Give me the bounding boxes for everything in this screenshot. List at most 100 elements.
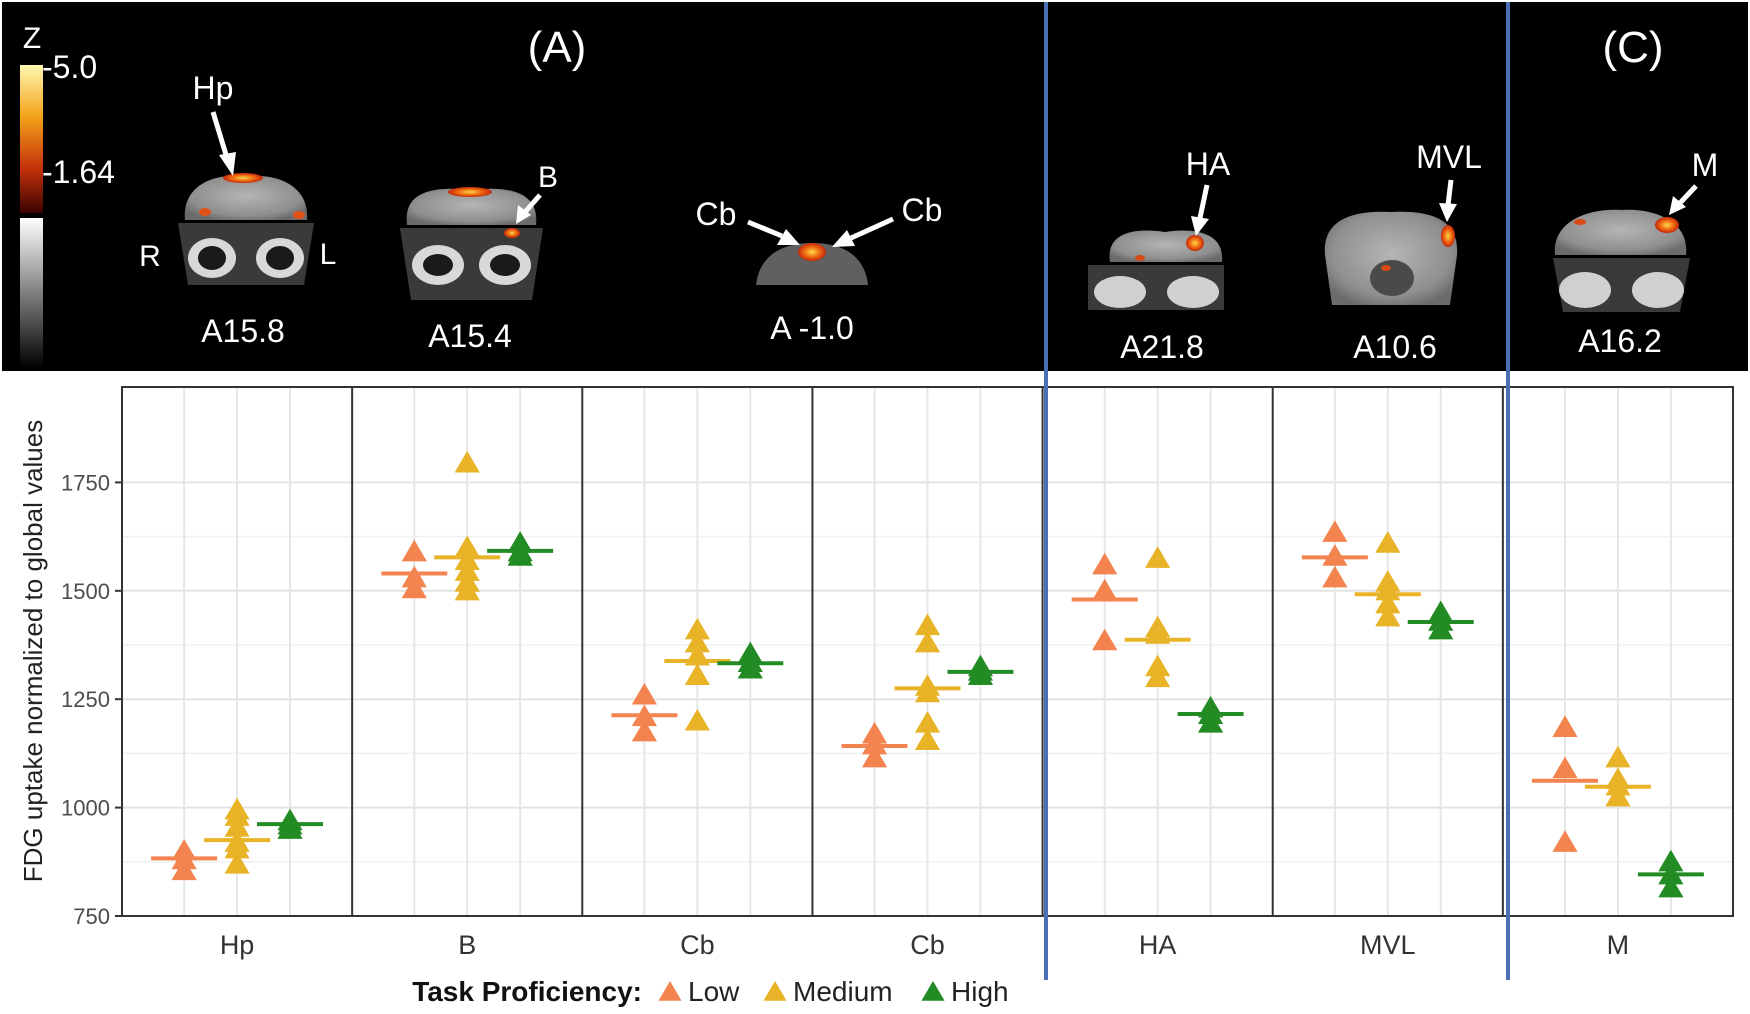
data-point-low <box>1092 552 1118 575</box>
legend-marker-high <box>921 981 945 1001</box>
arrow-line <box>1445 179 1454 206</box>
arrow-line <box>747 219 783 239</box>
activation-blob <box>1381 265 1391 271</box>
data-point-low <box>401 576 427 599</box>
brain-cortex <box>756 243 868 285</box>
annotation-label-cb: Cb <box>902 192 943 228</box>
data-point-medium <box>1605 773 1631 796</box>
data-point-low <box>1552 756 1578 779</box>
colorbar-max-label: -5.0 <box>42 49 97 85</box>
brain-orbit-inner <box>198 246 226 270</box>
data-point-medium <box>224 836 250 859</box>
data-point-medium <box>1375 604 1401 627</box>
colorbar-hot-scale <box>20 65 43 213</box>
brain-cortex <box>1324 211 1458 305</box>
colorbar: Z -5.0 -1.64 <box>20 22 115 368</box>
data-point-medium <box>224 815 250 837</box>
y-tick-label: 1750 <box>61 470 110 495</box>
x-tick-label: Cb <box>910 930 945 960</box>
brain-slice-a21-8 <box>1088 230 1224 310</box>
activation-blob <box>1186 235 1204 251</box>
data-point-medium <box>1145 654 1171 677</box>
data-point-medium <box>1375 531 1401 553</box>
brain-slice-a10-6 <box>1324 211 1458 305</box>
brain-cortex <box>406 188 537 225</box>
data-point-medium <box>224 804 250 826</box>
data-point-low <box>401 565 427 588</box>
brain-orbit-inner <box>266 246 294 270</box>
y-tick-label: 1250 <box>61 687 110 712</box>
data-point-high <box>1658 849 1684 872</box>
data-point-medium <box>454 559 480 581</box>
annotation-label-ha: HA <box>1186 146 1231 182</box>
data-point-high <box>737 656 763 679</box>
legend-marker-low <box>658 981 682 1001</box>
data-point-low <box>1322 544 1348 566</box>
activation-blob <box>1655 217 1679 233</box>
slice-coord-label: A15.4 <box>428 318 512 354</box>
annotation-label-hp: Hp <box>193 70 234 106</box>
activation-blob <box>798 243 826 261</box>
legend-label-high: High <box>951 976 1009 1007</box>
data-point-medium <box>1605 784 1631 807</box>
legend-title: Task Proficiency: <box>412 976 642 1007</box>
y-axis: 750 1000 1250 1500 1750 <box>61 470 122 929</box>
data-point-high <box>1428 617 1454 640</box>
x-tick-label: MVL <box>1360 930 1416 960</box>
data-point-medium <box>454 578 480 601</box>
arrow-line <box>523 193 542 214</box>
data-point-high <box>967 663 994 685</box>
arrow-head <box>1669 196 1686 215</box>
data-point-low <box>631 682 658 705</box>
annotation-label-cb: Cb <box>696 196 737 232</box>
colorbar-label: Z <box>23 22 41 55</box>
side-label-left: L <box>320 238 337 271</box>
data-point-high <box>1658 875 1684 898</box>
x-tick-label: B <box>458 930 476 960</box>
annotation-label-b: B <box>538 161 558 194</box>
arrow-head <box>832 230 855 247</box>
data-point-medium <box>684 708 710 731</box>
data-point-medium <box>914 711 941 733</box>
annotation-arrows <box>210 111 1698 247</box>
brain-orbit-right <box>1094 276 1146 308</box>
data-point-low <box>861 721 888 744</box>
data-point-low <box>1322 520 1348 542</box>
x-axis: Hp B Cb Cb HA MVL M <box>220 930 1629 960</box>
data-point-medium <box>224 851 250 874</box>
arrow-line <box>849 216 895 241</box>
legend-marker-medium <box>763 981 787 1001</box>
activation-blob <box>1441 225 1455 247</box>
brain-cortex <box>1554 209 1687 255</box>
arrow-head <box>516 205 531 224</box>
data-point-medium <box>914 613 941 636</box>
legend: Task Proficiency: Low Medium High <box>412 976 1008 1007</box>
data-point-high <box>277 817 303 839</box>
data-point-low <box>1552 830 1578 852</box>
legend-label-medium: Medium <box>793 976 893 1007</box>
arrow-head <box>1439 203 1457 222</box>
facet-dividers <box>351 387 1504 916</box>
data-point-medium <box>914 680 941 703</box>
data-point-medium <box>1375 591 1401 614</box>
data-point-high <box>1197 711 1224 733</box>
colorbar-mid-label: -1.64 <box>42 154 115 190</box>
activation-blob <box>223 173 263 183</box>
data-marks <box>151 450 1704 898</box>
activation-blob <box>293 211 305 219</box>
activation-blob <box>448 187 492 197</box>
brain-orbit-inner <box>423 254 453 276</box>
activation-blob <box>199 208 211 216</box>
brain-slice-a-1-0 <box>756 243 868 285</box>
arrow-head <box>777 229 800 245</box>
plot-border <box>121 386 1734 917</box>
brain-slice-a16-2 <box>1553 209 1690 312</box>
arrow-line <box>210 111 230 159</box>
arrow-line <box>1678 184 1698 205</box>
brain-slice-a15-4 <box>400 187 543 300</box>
data-point-low <box>401 539 427 562</box>
brain-slice-a15-8 <box>178 173 314 285</box>
colorbar-gray-scale <box>20 218 43 368</box>
y-axis-title: FDG uptake normalized to global values <box>18 420 48 882</box>
